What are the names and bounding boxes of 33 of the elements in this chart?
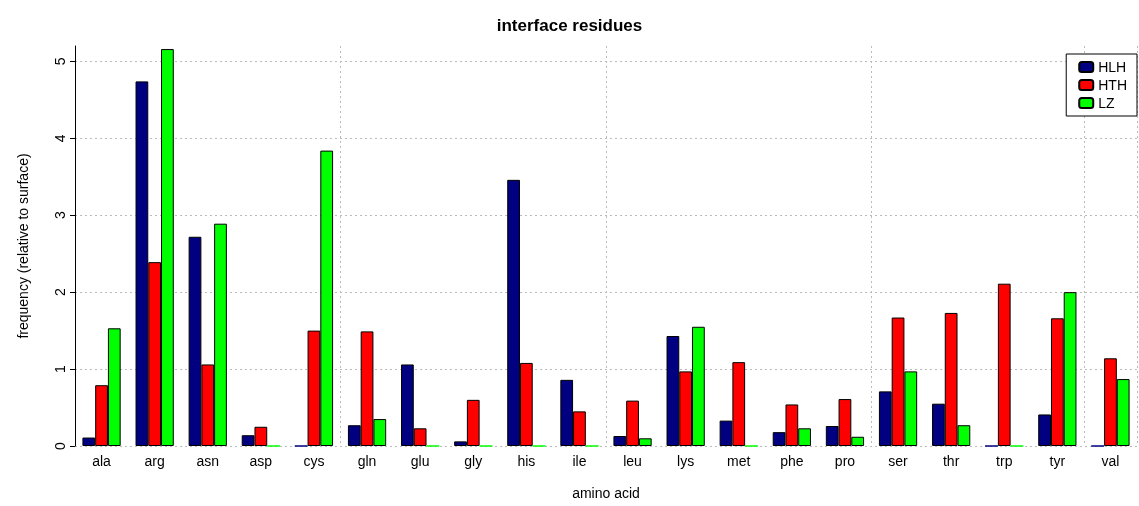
y-tick-label: 1	[52, 364, 68, 373]
x-tick-label: ala	[92, 453, 112, 469]
y-tick-label: 2	[52, 288, 68, 297]
x-tick-label: met	[727, 453, 751, 469]
x-tick-label: thr	[942, 453, 960, 469]
x-tick-label: lys	[677, 453, 695, 469]
x-tick-label: leu	[623, 453, 642, 469]
x-tick-label: cys	[303, 453, 325, 469]
y-tick-label: 5	[52, 57, 68, 66]
x-tick-label: ile	[572, 453, 587, 469]
x-tick-label: asp	[249, 453, 273, 469]
x-tick-label: pro	[834, 453, 856, 469]
x-tick-label: trp	[996, 453, 1013, 469]
x-tick-label: gly	[464, 453, 483, 469]
y-axis-title: frequency (relative to surface)	[15, 153, 31, 339]
x-axis-title: amino acid	[572, 485, 640, 501]
y-tick-label: 3	[52, 211, 68, 220]
y-tick-label: 0	[52, 441, 68, 450]
x-tick-label: gln	[357, 453, 377, 469]
legend-label: HLH	[1098, 59, 1127, 75]
legend-label: LZ	[1098, 95, 1116, 111]
legend-label: HTH	[1098, 77, 1128, 93]
x-tick-label: his	[517, 453, 536, 469]
x-tick-label: val	[1101, 453, 1120, 469]
bar	[997, 283, 1011, 446]
y-tick-label: 4	[52, 134, 68, 143]
chart-title: interface residues	[496, 16, 643, 35]
x-tick-label: ser	[888, 453, 909, 469]
x-tick-label: arg	[144, 453, 165, 469]
x-tick-label: asn	[196, 453, 220, 469]
x-tick-label: glu	[410, 453, 430, 469]
x-tick-label: phe	[780, 453, 804, 469]
x-tick-label: tyr	[1049, 453, 1066, 469]
